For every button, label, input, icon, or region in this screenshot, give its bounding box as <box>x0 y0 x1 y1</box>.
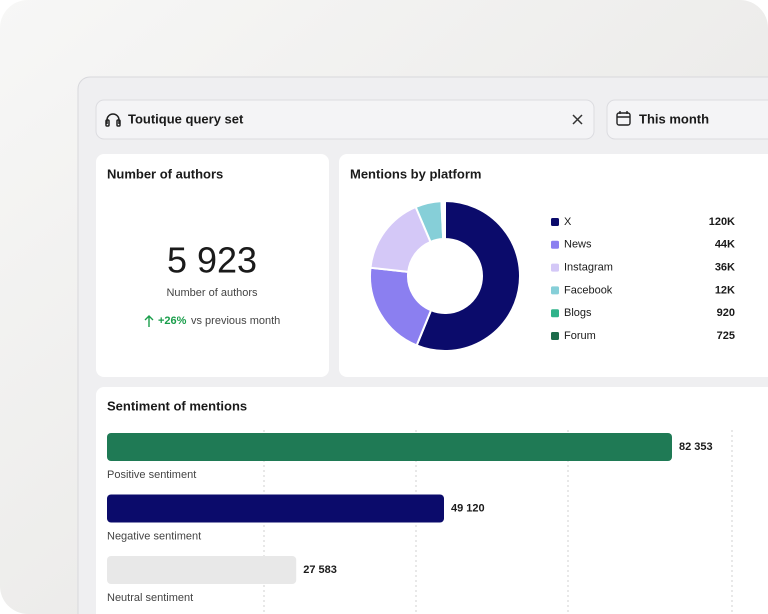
legend-swatch <box>551 309 559 318</box>
legend-value: 120K <box>709 216 735 228</box>
legend-swatch <box>551 263 559 272</box>
card-title: Mentions by platform <box>350 166 481 181</box>
bar <box>107 433 672 461</box>
clear-button[interactable] <box>572 114 583 125</box>
query-label: Toutique query set <box>128 111 244 126</box>
legend-label: X <box>564 216 572 228</box>
bar <box>107 556 297 584</box>
legend-value: 36K <box>715 262 735 274</box>
kpi-label: Number of authors <box>166 287 258 299</box>
legend-value: 725 <box>717 330 735 342</box>
bar-category-label: Positive sentiment <box>107 469 196 481</box>
card-title: Number of authors <box>107 166 223 181</box>
query-filter[interactable] <box>95 99 595 140</box>
legend-label: Instagram <box>564 262 613 274</box>
authors-card <box>96 154 329 377</box>
bar-category-label: Negative sentiment <box>107 530 201 542</box>
calendar-icon <box>616 111 631 126</box>
bar-value-label: 82 353 <box>679 441 713 453</box>
kpi-change: +26% <box>158 315 187 327</box>
period-label: This month <box>639 111 709 126</box>
legend-value: 12K <box>715 284 735 296</box>
bar-value-label: 27 583 <box>303 564 337 576</box>
legend-value: 920 <box>717 307 735 319</box>
bar <box>107 494 444 523</box>
legend-swatch <box>551 240 559 249</box>
period-filter[interactable] <box>606 99 768 140</box>
legend-label: Facebook <box>564 284 613 296</box>
bar-category-label: Neutral sentiment <box>107 592 193 604</box>
kpi-change-text: vs previous month <box>191 315 280 327</box>
legend-label: Blogs <box>564 307 592 319</box>
legend-swatch <box>551 332 559 340</box>
legend-swatch <box>551 286 559 295</box>
card-title: Sentiment of mentions <box>107 398 247 413</box>
legend-value: 44K <box>715 239 735 251</box>
donut-slice <box>415 199 521 352</box>
kpi-value: 5 923 <box>167 240 257 281</box>
legend-label: News <box>564 239 592 251</box>
donut-slice <box>442 199 446 241</box>
legend-swatch <box>551 218 559 226</box>
legend-label: Forum <box>564 330 596 342</box>
bar-value-label: 49 120 <box>451 502 485 514</box>
headset-icon <box>105 113 121 127</box>
up-arrow <box>144 315 154 327</box>
